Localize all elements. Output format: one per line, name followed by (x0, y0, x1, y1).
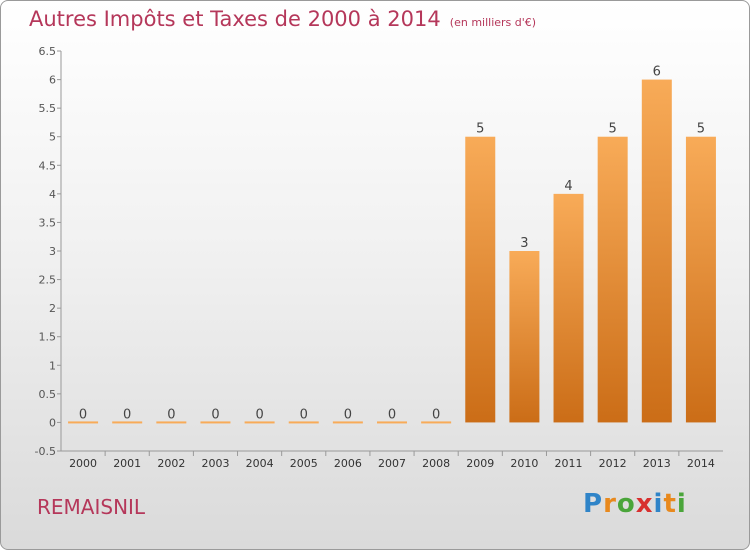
logo-letter: P (583, 489, 604, 519)
logo-letter: t (663, 489, 677, 519)
data-label-2008: 0 (432, 407, 440, 422)
data-label-2005: 0 (300, 407, 308, 422)
bar-2000 (68, 421, 99, 424)
y-tick-label: 3 (49, 245, 56, 258)
data-label-2001: 0 (123, 407, 131, 422)
bar-2001 (112, 421, 143, 424)
x-tick-label-2010: 2010 (510, 457, 538, 470)
y-tick-label: 6.5 (39, 45, 57, 58)
y-tick-label: 1.5 (39, 331, 57, 344)
bar-2005 (288, 421, 319, 424)
chart-title-unit: (en milliers d'€) (449, 16, 537, 29)
data-label-2002: 0 (167, 407, 175, 422)
bar-2014 (685, 136, 716, 423)
data-label-2004: 0 (255, 407, 263, 422)
bar-2003 (200, 421, 231, 424)
chart-title: Autres Impôts et Taxes de 2000 à 2014 (e… (29, 7, 536, 31)
x-tick-label-2014: 2014 (687, 457, 715, 470)
logo-letter: x (635, 489, 654, 519)
logo-letter: i (676, 489, 687, 519)
data-label-2009: 5 (476, 122, 484, 137)
bar-2013 (641, 79, 672, 423)
logo-letter: o (616, 489, 636, 519)
x-tick-label-2006: 2006 (334, 457, 362, 470)
data-label-2006: 0 (344, 407, 352, 422)
bar-2002 (156, 421, 187, 424)
x-tick-label-2004: 2004 (246, 457, 274, 470)
data-label-2010: 3 (520, 236, 528, 251)
x-tick-label-2011: 2011 (555, 457, 583, 470)
x-tick-label-2007: 2007 (378, 457, 406, 470)
data-label-2003: 0 (211, 407, 219, 422)
y-tick-label: 0 (49, 416, 56, 429)
bar-2008 (421, 421, 452, 424)
y-tick-label: 5 (49, 131, 56, 144)
x-tick-label-2008: 2008 (422, 457, 450, 470)
y-tick-label: 4.5 (39, 159, 57, 172)
y-tick-label: 0.5 (39, 388, 57, 401)
y-tick-label: 2 (49, 302, 56, 315)
x-tick-label-2003: 2003 (201, 457, 229, 470)
data-label-2012: 5 (609, 122, 617, 137)
proxiti-logo: Proxiti (583, 489, 687, 519)
bar-2010 (509, 251, 540, 423)
bar-2011 (553, 193, 584, 423)
chart-title-main: Autres Impôts et Taxes de 2000 à 2014 (29, 7, 441, 31)
data-label-2011: 4 (564, 179, 572, 194)
commune-name: REMAISNIL (37, 495, 146, 519)
data-label-2000: 0 (79, 407, 87, 422)
x-tick-label-2009: 2009 (466, 457, 494, 470)
bar-2006 (332, 421, 363, 424)
bar-2012 (597, 136, 628, 423)
y-tick-label: 5.5 (39, 102, 57, 115)
y-tick-label: 6 (49, 74, 56, 87)
bar-2004 (244, 421, 275, 424)
data-label-2013: 6 (653, 65, 661, 80)
bar-2007 (377, 421, 407, 424)
x-tick-label-2001: 2001 (113, 457, 141, 470)
x-tick-label-2013: 2013 (643, 457, 671, 470)
bar-2009 (465, 136, 496, 423)
y-tick-label: 4 (49, 188, 56, 201)
data-label-2007: 0 (388, 407, 396, 422)
x-tick-label-2012: 2012 (599, 457, 627, 470)
data-label-2014: 5 (697, 122, 705, 137)
x-tick-label-2002: 2002 (157, 457, 185, 470)
y-tick-label: 3.5 (39, 216, 57, 229)
logo-letter: i (653, 489, 664, 519)
y-tick-label: -0.5 (35, 445, 56, 458)
x-tick-label-2005: 2005 (290, 457, 318, 470)
y-tick-label: 1 (49, 359, 56, 372)
logo-letter: r (603, 489, 617, 519)
x-tick-label-2000: 2000 (69, 457, 97, 470)
y-tick-label: 2.5 (39, 274, 57, 287)
